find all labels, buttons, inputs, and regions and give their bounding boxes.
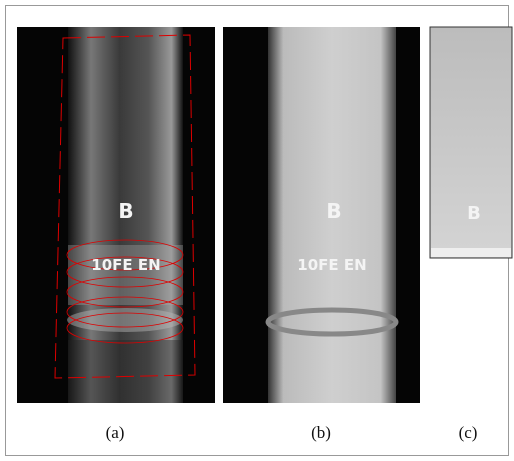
panel-a: B 10FE EN [17, 27, 215, 403]
panel-b: B 10FE EN [223, 27, 420, 403]
marker: B [467, 203, 481, 224]
marker: 10FE EN [297, 256, 366, 274]
caption: (c) [459, 423, 478, 442]
figure: B 10FE EN B 10FE EN B (a) (b) (c) [0, 0, 514, 461]
marker: 10FE EN [91, 256, 160, 274]
caption: (b) [311, 423, 331, 442]
marker: B [118, 199, 133, 223]
marker: B [326, 199, 341, 223]
panel-c: B [430, 27, 512, 258]
caption: (a) [106, 423, 125, 442]
